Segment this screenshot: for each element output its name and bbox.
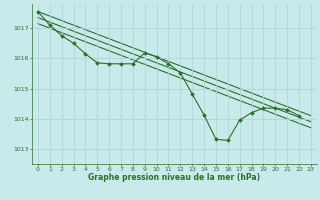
X-axis label: Graphe pression niveau de la mer (hPa): Graphe pression niveau de la mer (hPa)	[88, 173, 260, 182]
